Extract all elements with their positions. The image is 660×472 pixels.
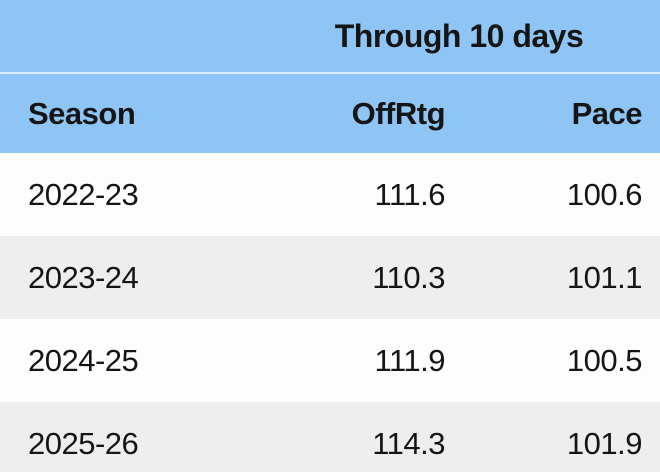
column-header-season: Season bbox=[28, 95, 136, 131]
pace-cell: 100.6 bbox=[566, 176, 643, 212]
table-row: 2024-25 111.9 100.5 bbox=[0, 319, 660, 402]
column-header-pace: Pace bbox=[571, 95, 643, 131]
season-cell: 2023-24 bbox=[28, 259, 139, 295]
pace-cell: 100.5 bbox=[566, 342, 643, 378]
offrtg-cell: 111.9 bbox=[374, 342, 446, 378]
offrtg-cell: 111.6 bbox=[374, 176, 446, 212]
season-cell: 2022-23 bbox=[28, 176, 139, 212]
merged-header-band: Through 10 days bbox=[0, 0, 660, 74]
offrtg-cell: 114.3 bbox=[372, 425, 445, 461]
pace-cell: 101.9 bbox=[566, 425, 643, 461]
table-row: 2023-24 110.3 101.1 bbox=[0, 236, 660, 319]
table-row: 2022-23 111.6 100.6 bbox=[0, 153, 660, 236]
season-cell: 2025-26 bbox=[28, 425, 139, 461]
table-row: 2025-26 114.3 101.9 bbox=[0, 402, 660, 472]
merged-header-title: Through 10 days bbox=[334, 17, 584, 54]
pace-cell: 101.1 bbox=[566, 259, 643, 295]
season-cell: 2024-25 bbox=[28, 342, 139, 378]
column-header-row: Season OffRtg Pace bbox=[0, 74, 660, 153]
column-header-offrtg: OffRtg bbox=[351, 95, 446, 131]
offrtg-cell: 110.3 bbox=[372, 259, 445, 295]
